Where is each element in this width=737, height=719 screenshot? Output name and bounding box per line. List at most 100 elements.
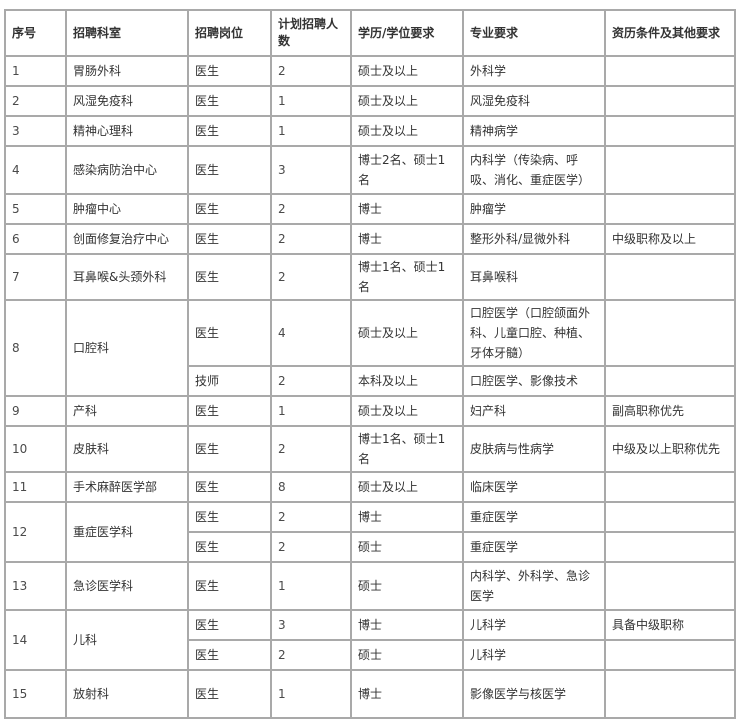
major-requirement: 妇产科	[462, 395, 606, 427]
headcount: 2	[270, 531, 352, 563]
major-requirement: 肿瘤学	[462, 193, 606, 225]
other-requirement	[604, 193, 736, 225]
major-requirement: 重症医学	[462, 501, 606, 533]
major-requirement: 内科学（传染病、呼吸、消化、重症医学）	[462, 145, 606, 195]
headcount: 2	[270, 223, 352, 255]
row-number: 7	[4, 253, 67, 301]
department: 急诊医学科	[65, 561, 189, 611]
major-requirement: 皮肤病与性病学	[462, 425, 606, 473]
major-requirement: 精神病学	[462, 115, 606, 147]
headcount: 2	[270, 425, 352, 473]
other-requirement	[604, 115, 736, 147]
table-row: 12 重症医学科 医生 2 博士 重症医学	[4, 501, 736, 563]
department: 耳鼻喉&头颈外科	[65, 253, 189, 301]
position: 医生	[187, 561, 272, 611]
education-requirement: 博士	[350, 609, 464, 641]
education-requirement: 硕士	[350, 531, 464, 563]
header-role: 招聘岗位	[187, 9, 272, 57]
department: 创面修复治疗中心	[65, 223, 189, 255]
position: 技师	[187, 365, 272, 397]
headcount: 2	[270, 193, 352, 225]
row-number: 13	[4, 561, 67, 611]
education-requirement: 硕士及以上	[350, 471, 464, 503]
headcount: 1	[270, 85, 352, 117]
major-requirement: 口腔医学（口腔颌面外科、儿童口腔、种植、牙体牙髓）	[462, 299, 606, 367]
table-row: 2 风湿免疫科 医生 1 硕士及以上 风湿免疫科	[4, 85, 736, 117]
education-requirement: 硕士及以上	[350, 395, 464, 427]
other-requirement	[604, 85, 736, 117]
header-other: 资历条件及其他要求	[604, 9, 736, 57]
row-number: 4	[4, 145, 67, 195]
table-row: 7 耳鼻喉&头颈外科 医生 2 博士1名、硕士1名 耳鼻喉科	[4, 253, 736, 301]
table-row: 6 创面修复治疗中心 医生 2 博士 整形外科/显微外科 中级职称及以上	[4, 223, 736, 255]
header-row: 序号 招聘科室 招聘岗位 计划招聘人数 学历/学位要求 专业要求 资历条件及其他…	[4, 9, 736, 57]
table-row: 13 急诊医学科 医生 1 硕士 内科学、外科学、急诊医学	[4, 561, 736, 611]
position: 医生	[187, 55, 272, 87]
row-number: 3	[4, 115, 67, 147]
major-requirement: 外科学	[462, 55, 606, 87]
table-row: 9 产科 医生 1 硕士及以上 妇产科 副高职称优先	[4, 395, 736, 427]
headcount: 4	[270, 299, 352, 367]
other-requirement	[604, 639, 736, 671]
major-requirement: 儿科学	[462, 639, 606, 671]
department: 重症医学科	[65, 501, 189, 563]
position: 医生	[187, 639, 272, 671]
education-requirement: 博士	[350, 223, 464, 255]
education-requirement: 硕士及以上	[350, 115, 464, 147]
row-number: 5	[4, 193, 67, 225]
table-row: 11 手术麻醉医学部 医生 8 硕士及以上 临床医学	[4, 471, 736, 503]
education-requirement: 硕士及以上	[350, 55, 464, 87]
table-row: 医生 2 硕士 重症医学	[5, 531, 736, 563]
major-requirement: 影像医学与核医学	[462, 669, 606, 719]
other-requirement	[604, 471, 736, 503]
department: 手术麻醉医学部	[65, 471, 189, 503]
other-requirement	[604, 145, 736, 195]
headcount: 1	[270, 395, 352, 427]
table-row: 5 肿瘤中心 医生 2 博士 肿瘤学	[4, 193, 736, 225]
row-number: 6	[4, 223, 67, 255]
other-requirement	[604, 299, 736, 367]
other-requirement	[604, 531, 736, 563]
row-number: 9	[4, 395, 67, 427]
table-row: 14 儿科 医生 3 博士 儿科学 具备中级职称	[4, 609, 736, 671]
table-row: 1 胃肠外科 医生 2 硕士及以上 外科学	[4, 55, 736, 87]
education-requirement: 博士1名、硕士1名	[350, 253, 464, 301]
department: 肿瘤中心	[65, 193, 189, 225]
header-edu: 学历/学位要求	[350, 9, 464, 57]
other-requirement	[604, 55, 736, 87]
other-requirement	[604, 253, 736, 301]
major-requirement: 整形外科/显微外科	[462, 223, 606, 255]
row-number: 8	[4, 299, 67, 397]
education-requirement: 硕士及以上	[350, 299, 464, 367]
header-no: 序号	[4, 9, 67, 57]
education-requirement: 硕士及以上	[350, 85, 464, 117]
position: 医生	[187, 531, 272, 563]
header-dept: 招聘科室	[65, 9, 189, 57]
table-row: 3 精神心理科 医生 1 硕士及以上 精神病学	[4, 115, 736, 147]
education-requirement: 博士	[350, 193, 464, 225]
headcount: 2	[270, 639, 352, 671]
education-requirement: 博士1名、硕士1名	[350, 425, 464, 473]
header-major: 专业要求	[462, 9, 606, 57]
education-requirement: 博士2名、硕士1名	[350, 145, 464, 195]
education-requirement: 硕士	[350, 561, 464, 611]
headcount: 1	[270, 561, 352, 611]
other-requirement	[604, 365, 736, 397]
row-number: 1	[4, 55, 67, 87]
position: 医生	[187, 85, 272, 117]
department: 儿科	[65, 609, 189, 671]
row-number: 12	[4, 501, 67, 563]
table-row: 医生 2 硕士 儿科学	[5, 639, 736, 671]
table-row: 8 口腔科 医生 4 硕士及以上 口腔医学（口腔颌面外科、儿童口腔、种植、牙体牙髓）	[4, 299, 736, 397]
headcount: 3	[270, 145, 352, 195]
major-requirement: 重症医学	[462, 531, 606, 563]
recruitment-table: 序号 招聘科室 招聘岗位 计划招聘人数 学历/学位要求 专业要求 资历条件及其他…	[4, 9, 736, 719]
position: 医生	[187, 145, 272, 195]
major-requirement: 儿科学	[462, 609, 606, 641]
other-requirement: 中级及以上职称优先	[604, 425, 736, 473]
major-requirement: 风湿免疫科	[462, 85, 606, 117]
row-number: 15	[4, 669, 67, 719]
table-row: 技师 2 本科及以上 口腔医学、影像技术	[5, 365, 736, 397]
other-requirement: 具备中级职称	[604, 609, 736, 641]
header-count: 计划招聘人数	[270, 9, 352, 57]
